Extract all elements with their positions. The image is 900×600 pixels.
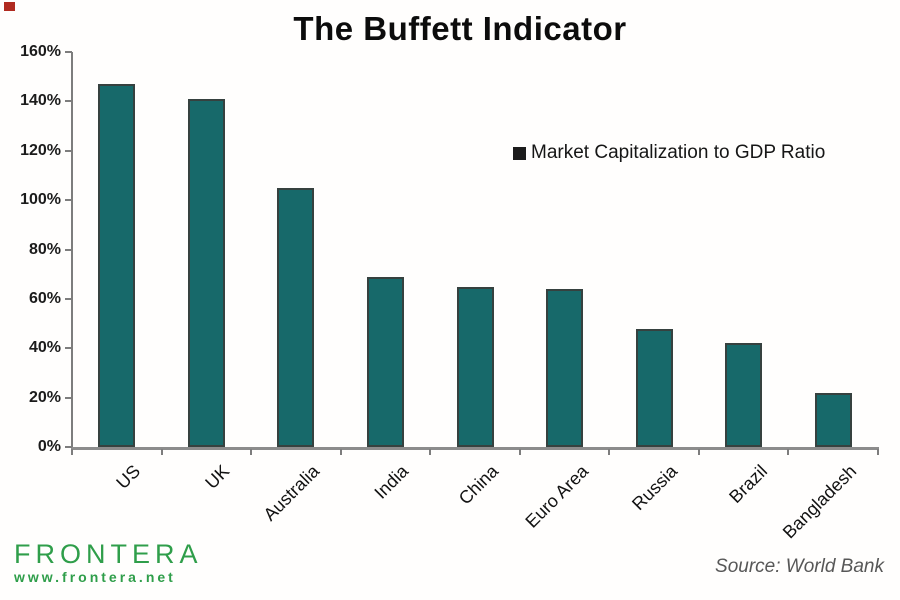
chart-title: The Buffett Indicator <box>293 10 627 47</box>
y-tick-label: 120% <box>20 141 61 159</box>
y-tick <box>65 100 72 103</box>
x-tick <box>787 449 790 455</box>
bar-russia <box>635 328 673 447</box>
x-label-russia: Russia <box>628 461 682 515</box>
frontera-logo: FRONTERA www.frontera.net <box>14 540 203 585</box>
bar-euro-area <box>546 289 584 447</box>
x-tick <box>160 449 163 455</box>
y-tick <box>65 396 72 399</box>
x-tick <box>697 449 700 455</box>
y-tick-label: 80% <box>28 240 61 258</box>
bar-us <box>98 84 136 447</box>
y-tick-label: 20% <box>28 388 61 406</box>
x-label-china: China <box>454 461 503 509</box>
y-tick <box>65 199 72 202</box>
y-tick-label: 140% <box>20 92 61 110</box>
x-label-uk: UK <box>201 461 234 493</box>
bar-brazil <box>725 343 763 447</box>
y-tick <box>65 248 72 251</box>
y-axis-line <box>71 52 73 449</box>
bar-china <box>456 286 494 447</box>
legend: Market Capitalization to GDP Ratio <box>513 142 825 164</box>
bar-bangladesh <box>814 392 852 447</box>
x-label-euro-area: Euro Area <box>520 461 592 532</box>
logo-text: FRONTERA <box>14 539 203 569</box>
x-tick <box>339 449 342 455</box>
x-label-australia: Australia <box>259 461 324 525</box>
y-tick <box>65 51 72 53</box>
legend-label: Market Capitalization to GDP Ratio <box>531 142 826 163</box>
x-tick <box>877 449 879 455</box>
x-label-brazil: Brazil <box>724 461 771 507</box>
y-tick <box>65 347 72 350</box>
x-label-us: US <box>112 461 144 493</box>
x-tick <box>250 449 253 455</box>
bar-india <box>366 276 404 447</box>
x-tick <box>429 449 432 455</box>
source-text: Source: World Bank <box>715 556 884 577</box>
x-label-bangladesh: Bangladesh <box>778 461 861 543</box>
y-tick-label: 160% <box>20 43 61 60</box>
bar-australia <box>277 187 315 447</box>
x-tick <box>71 449 73 455</box>
y-tick-label: 60% <box>28 289 61 307</box>
y-tick <box>65 149 72 152</box>
y-tick <box>65 446 72 448</box>
y-tick <box>65 297 72 300</box>
logo-url[interactable]: www.frontera.net <box>14 569 176 585</box>
x-label-india: India <box>370 461 413 503</box>
y-tick-label: 100% <box>20 191 61 209</box>
corner-artifact <box>4 2 15 11</box>
bar-uk <box>187 98 225 447</box>
x-tick <box>608 449 611 455</box>
y-tick-label: 0% <box>37 438 61 455</box>
x-tick <box>518 449 521 455</box>
legend-marker-icon <box>513 146 526 160</box>
x-axis-line <box>71 447 879 450</box>
y-tick-label: 40% <box>28 339 61 357</box>
